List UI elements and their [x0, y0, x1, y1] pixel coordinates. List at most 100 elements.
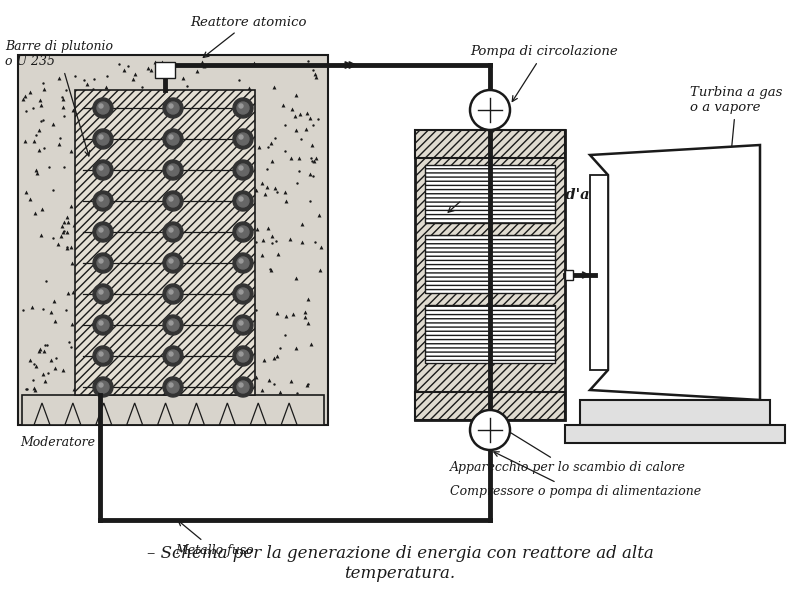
Point	[65, 146, 78, 156]
Point	[46, 119, 59, 129]
Point	[268, 353, 281, 362]
Point	[199, 412, 212, 422]
Point	[36, 204, 49, 214]
Point	[44, 307, 57, 317]
Point	[57, 365, 70, 375]
Point	[34, 95, 46, 104]
Point	[101, 71, 114, 80]
Point	[113, 59, 126, 68]
Point	[49, 400, 62, 410]
Point	[309, 70, 322, 79]
Point	[66, 258, 79, 268]
Point	[264, 265, 277, 274]
Point	[195, 59, 208, 68]
Point	[282, 412, 295, 421]
Point	[301, 380, 314, 390]
Point	[283, 234, 296, 244]
Circle shape	[163, 346, 183, 366]
Point	[145, 65, 158, 75]
Circle shape	[169, 166, 173, 170]
Circle shape	[239, 290, 243, 294]
Point	[310, 73, 322, 82]
Point	[302, 56, 314, 65]
Point	[234, 415, 246, 425]
Polygon shape	[590, 145, 760, 400]
Point	[263, 375, 276, 385]
Text: Pompa di circolazione: Pompa di circolazione	[470, 46, 618, 101]
Point	[298, 307, 311, 317]
Circle shape	[233, 346, 253, 366]
Point	[153, 398, 166, 408]
Point	[271, 250, 284, 259]
Point	[36, 305, 49, 314]
Point	[255, 178, 268, 188]
Point	[261, 182, 274, 191]
Point	[294, 109, 306, 118]
Point	[38, 143, 50, 152]
Circle shape	[163, 98, 183, 118]
Point	[41, 368, 54, 378]
Point	[279, 311, 292, 321]
Circle shape	[93, 315, 113, 335]
Point	[118, 65, 130, 75]
Circle shape	[169, 135, 173, 139]
Point	[17, 305, 30, 315]
Bar	[18, 55, 328, 425]
Point	[74, 401, 87, 411]
Point	[262, 391, 275, 401]
Circle shape	[233, 98, 253, 118]
Point	[86, 85, 99, 94]
Point	[278, 187, 291, 197]
Point	[62, 217, 74, 227]
Point	[49, 364, 62, 373]
Circle shape	[97, 381, 109, 393]
Point	[280, 399, 293, 409]
Circle shape	[93, 284, 113, 304]
Point	[90, 395, 103, 405]
Point	[36, 369, 49, 379]
Point	[29, 385, 42, 395]
Circle shape	[470, 410, 510, 450]
Circle shape	[167, 102, 179, 114]
Circle shape	[99, 259, 103, 263]
Point	[277, 100, 290, 110]
Circle shape	[167, 350, 179, 362]
Point	[290, 178, 303, 188]
Circle shape	[237, 195, 249, 207]
Point	[23, 194, 36, 204]
Circle shape	[237, 164, 249, 176]
Point	[66, 287, 79, 297]
Circle shape	[93, 253, 113, 273]
Circle shape	[99, 166, 103, 170]
Text: Barre di plutonio
o U 235: Barre di plutonio o U 235	[5, 40, 113, 156]
Point	[58, 111, 70, 121]
Circle shape	[233, 253, 253, 273]
Circle shape	[237, 381, 249, 393]
Point	[265, 157, 278, 166]
Point	[142, 63, 155, 73]
Text: Turbina a gas
o a vapore: Turbina a gas o a vapore	[690, 86, 782, 161]
Point	[24, 355, 37, 365]
Point	[57, 103, 70, 112]
Circle shape	[237, 288, 249, 300]
Circle shape	[237, 319, 249, 331]
Circle shape	[163, 377, 183, 397]
Circle shape	[93, 160, 113, 180]
Point	[243, 83, 256, 93]
Circle shape	[163, 222, 183, 242]
Point	[294, 134, 307, 143]
Bar	[415, 392, 565, 420]
Point	[17, 94, 30, 104]
Point	[35, 230, 48, 239]
Point	[126, 74, 139, 83]
Circle shape	[163, 253, 183, 273]
Point	[266, 231, 278, 241]
Point	[214, 392, 226, 401]
Point	[26, 103, 39, 112]
Point	[58, 217, 70, 227]
Circle shape	[167, 288, 179, 300]
Circle shape	[239, 166, 243, 170]
Point	[138, 399, 151, 409]
Point	[67, 105, 80, 115]
Point	[19, 106, 32, 115]
